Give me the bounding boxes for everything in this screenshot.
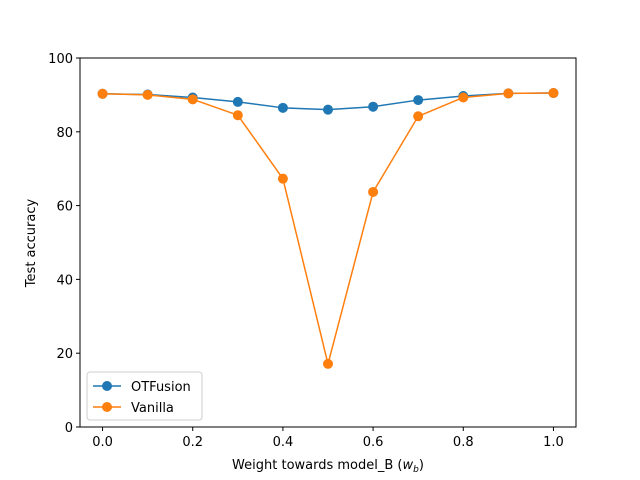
x-tick-label: 1.0 (543, 435, 564, 450)
x-tick-label: 0.2 (182, 435, 203, 450)
y-tick-label: 80 (56, 126, 73, 141)
data-point-otfusion (232, 96, 243, 107)
series-line-vanilla (102, 92, 554, 365)
series-otfusion (97, 88, 559, 115)
y-tick-label: 60 (56, 200, 73, 215)
x-tick-label: 0.6 (363, 435, 384, 450)
legend-box (86, 371, 203, 421)
legend-label-otfusion: OTFusion (131, 380, 191, 395)
legend: OTFusion Vanilla (86, 371, 203, 421)
legend-marker-vanilla (102, 402, 112, 412)
data-point-vanilla (413, 111, 424, 122)
series-layer (97, 88, 559, 369)
y-axis: 0 20 40 60 80 100 (48, 52, 80, 436)
y-axis-label: Test accuracy (24, 199, 39, 289)
data-point-vanilla (503, 88, 514, 99)
data-point-vanilla (142, 89, 153, 100)
y-tick-label: 20 (56, 347, 73, 362)
data-point-otfusion (413, 95, 424, 106)
data-point-vanilla (187, 94, 198, 105)
series-vanilla (97, 88, 559, 369)
x-axis-label: Weight towards model_B (wb) (232, 458, 424, 475)
legend-label-vanilla: Vanilla (131, 401, 174, 416)
x-axis: 0.0 0.2 0.4 0.6 0.8 1.0 (92, 427, 564, 450)
data-point-vanilla (277, 173, 288, 184)
data-point-otfusion (368, 101, 379, 112)
y-tick-label: 40 (56, 273, 73, 288)
data-point-vanilla (323, 358, 333, 369)
x-tick-label: 0.0 (92, 435, 113, 450)
data-point-vanilla (368, 186, 379, 197)
data-point-vanilla (548, 88, 559, 99)
x-tick-label: 0.4 (273, 435, 294, 450)
data-point-otfusion (277, 102, 288, 113)
y-tick-label: 0 (65, 421, 73, 436)
legend-marker-otfusion (102, 381, 112, 391)
data-point-vanilla (458, 92, 469, 103)
data-point-vanilla (97, 88, 108, 99)
data-point-otfusion (323, 104, 333, 115)
data-point-vanilla (232, 110, 243, 121)
x-tick-label: 0.8 (453, 435, 474, 450)
y-tick-label: 100 (48, 52, 73, 67)
plot-frame (79, 57, 577, 428)
